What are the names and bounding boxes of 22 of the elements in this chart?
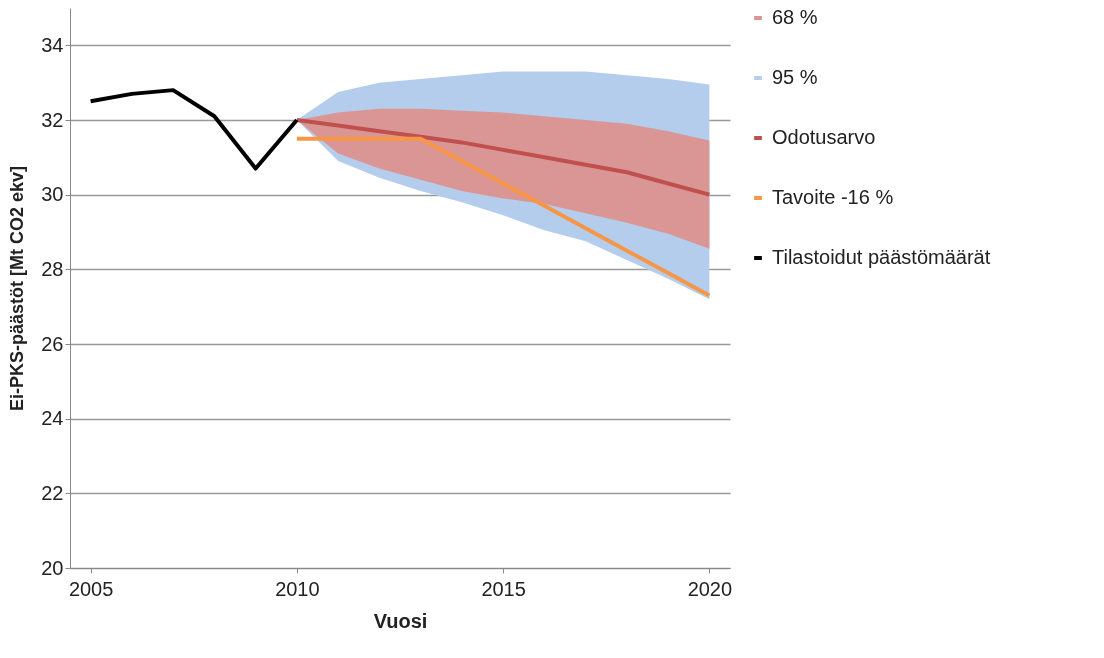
y-tick-label: 30 xyxy=(41,183,64,206)
y-tick-label: 28 xyxy=(41,257,64,280)
y-tick-label: 24 xyxy=(41,407,64,430)
x-tick-label: 2015 xyxy=(481,577,526,600)
line-series xyxy=(88,88,299,171)
line-series xyxy=(294,118,712,197)
legend-label: Odotusarvo xyxy=(772,126,876,148)
y-tick-label: 32 xyxy=(41,108,64,131)
x-tick-label: 2010 xyxy=(275,577,320,600)
legend-label: Tavoite -16 % xyxy=(772,186,894,208)
legend-label: Tilastoidut päästömäärät xyxy=(772,246,991,268)
x-tick-label: 2005 xyxy=(68,577,114,600)
y-tick-label: 22 xyxy=(41,481,64,504)
legend-label: 68 % xyxy=(772,6,818,28)
x-tick-label: 2020 xyxy=(687,577,733,600)
y-tick-label: 20 xyxy=(41,556,64,579)
line-series xyxy=(294,136,712,298)
legend-label: 95 % xyxy=(772,66,818,88)
y-axis-title: Ei-PKS-päästöt [Mt CO2 ekv] xyxy=(7,165,28,412)
y-tick-label: 26 xyxy=(41,332,64,355)
x-axis-title: Vuosi xyxy=(373,609,428,632)
y-tick-label: 34 xyxy=(41,33,64,56)
